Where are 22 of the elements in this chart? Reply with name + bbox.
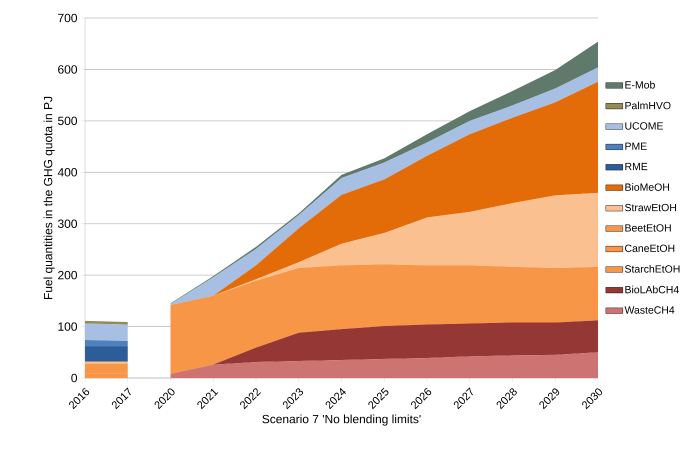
legend-label: PalmHVO (625, 102, 671, 110)
legend-label: BeetEtOH (625, 224, 671, 232)
legend-label: StrawEtOH (624, 204, 676, 212)
legend-label: UCOME (625, 122, 663, 130)
y-tick-label: 100 (58, 322, 78, 331)
y-tick-label: 300 (58, 219, 78, 228)
legend-label: PME (625, 142, 647, 150)
legend-label: E-Mob (625, 80, 655, 89)
legend-label: CaneEtOH (625, 244, 674, 252)
legend-label: BioMeOH (625, 183, 670, 191)
y-axis-title: Fuel quantities in the GHG quota in PJ (44, 96, 55, 300)
legend-label: StarchEtOH (624, 264, 680, 273)
y-tick-label: 200 (58, 270, 78, 280)
y-tick-label: 400 (58, 168, 78, 177)
y-tick-label: 500 (58, 116, 78, 126)
legend-label: BioLAbCH4 (625, 286, 679, 294)
legend-label: WasteCH4 (624, 306, 674, 314)
y-tick-label: 0 (71, 374, 78, 382)
y-tick-label: 700 (58, 14, 78, 22)
x-axis-title: Scenario 7 'No blending limits' (262, 414, 421, 426)
legend-label: RME (625, 162, 648, 170)
y-tick-label: 600 (58, 65, 78, 74)
